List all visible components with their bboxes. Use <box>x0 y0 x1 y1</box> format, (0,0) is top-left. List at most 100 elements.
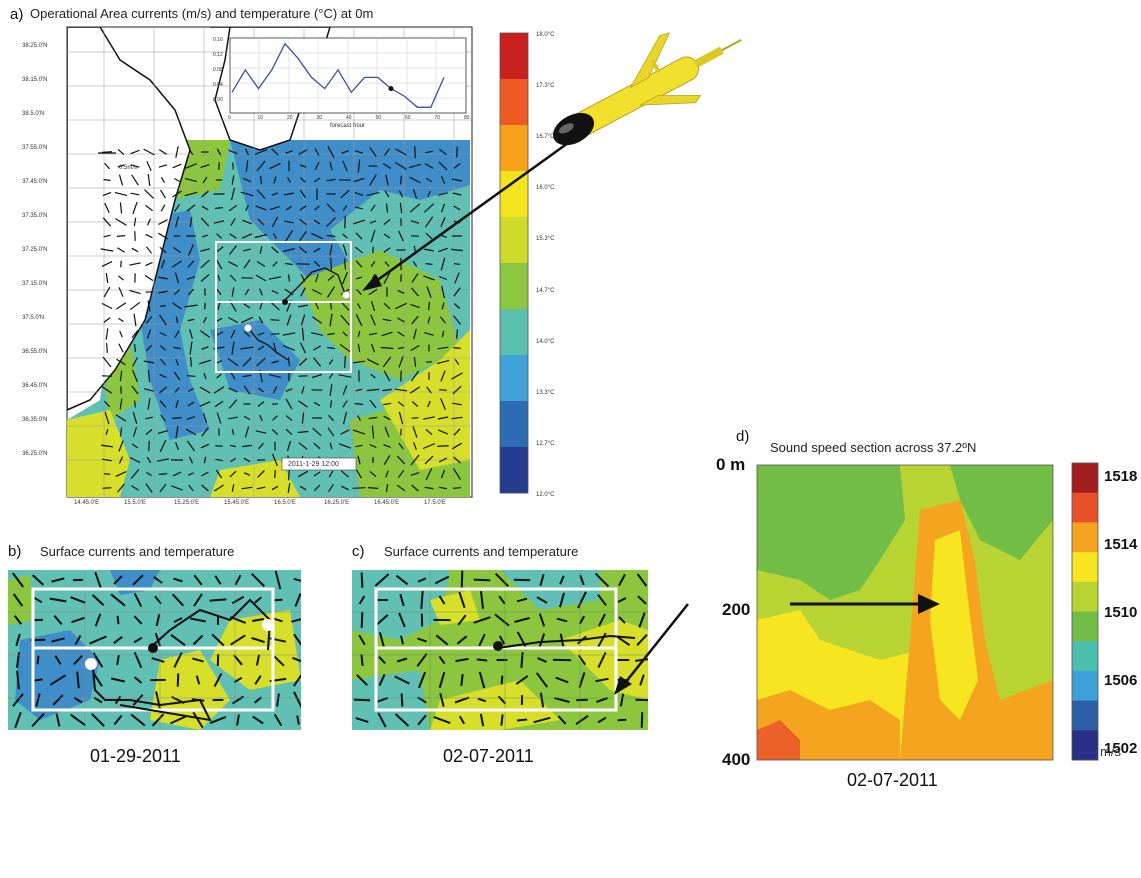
current-vector <box>298 246 308 254</box>
current-vector <box>369 174 377 186</box>
current-vector <box>134 400 136 408</box>
current-vector <box>398 190 404 198</box>
speed-region-green <box>950 465 1053 560</box>
current-vector <box>353 219 365 225</box>
current-vector <box>145 204 153 212</box>
current-vector <box>617 597 627 603</box>
current-vector <box>119 398 123 410</box>
panel-d-section <box>756 464 1054 761</box>
current-vector <box>118 317 124 323</box>
current-vector <box>158 149 168 155</box>
current-vector <box>242 374 252 378</box>
current-vector <box>385 174 389 186</box>
colorbar-swatch <box>1072 522 1098 553</box>
current-vector <box>172 260 182 268</box>
current-vector <box>51 637 65 643</box>
current-vector <box>94 571 102 589</box>
current-vector <box>131 443 139 449</box>
temp-region-blue <box>15 630 100 720</box>
current-vector <box>354 246 364 254</box>
current-vector <box>200 248 210 252</box>
current-vector <box>367 487 379 489</box>
current-vector <box>556 617 568 623</box>
panel-c-map <box>352 570 648 730</box>
current-vector <box>173 246 181 254</box>
current-vector <box>357 455 361 465</box>
current-vector <box>292 656 301 663</box>
current-vector <box>384 148 390 156</box>
current-vector <box>227 357 239 367</box>
current-vector <box>339 179 351 181</box>
current-vector <box>369 470 377 478</box>
current-vector <box>243 303 251 309</box>
current-vector <box>342 271 348 285</box>
current-vector <box>434 575 450 585</box>
cbarALabels-item: 14.7°C <box>536 287 555 294</box>
current-vector <box>190 357 192 367</box>
current-vector <box>455 657 469 663</box>
current-vector <box>538 633 546 647</box>
current-vector <box>438 671 446 689</box>
current-vector <box>130 164 140 168</box>
inset-plot <box>229 37 467 114</box>
current-vector <box>412 261 418 267</box>
current-vector <box>36 655 40 665</box>
current-vector <box>185 163 197 169</box>
current-vector <box>383 302 391 310</box>
temp-region-blue <box>230 140 470 300</box>
current-vector <box>354 150 364 154</box>
current-vector <box>460 570 464 590</box>
colorbar-swatch <box>500 447 528 494</box>
current-vector <box>328 373 334 379</box>
current-vector <box>202 316 208 324</box>
current-vector <box>411 401 419 407</box>
current-vector <box>243 330 251 338</box>
current-vector <box>53 615 63 625</box>
current-vector <box>254 675 262 685</box>
current-vector <box>254 149 268 155</box>
current-vector <box>155 613 161 627</box>
current-vector <box>103 400 111 408</box>
current-vector <box>131 385 139 395</box>
current-vector <box>173 577 183 583</box>
current-vector <box>130 192 140 196</box>
lonLabels-item: 16.25.0'E <box>324 500 350 506</box>
current-vector <box>147 329 151 339</box>
current-vector <box>272 261 278 267</box>
current-vector <box>241 316 253 324</box>
current-vector <box>159 314 167 326</box>
current-vector <box>328 414 334 422</box>
current-vector <box>326 234 336 238</box>
current-vector <box>300 287 306 297</box>
arrowhead <box>918 594 940 614</box>
current-vector <box>52 694 64 706</box>
current-vector <box>355 314 363 326</box>
panel-b-map <box>8 570 301 730</box>
current-vector <box>398 612 406 628</box>
current-vector <box>300 190 306 198</box>
current-vector <box>440 398 446 410</box>
current-vector <box>436 359 450 365</box>
current-vector <box>298 358 308 366</box>
current-vector <box>293 577 301 582</box>
current-vector <box>438 275 448 281</box>
cbarDLabels-item: 1506 <box>1104 672 1138 689</box>
current-vector <box>113 714 123 726</box>
current-vector <box>411 273 419 283</box>
current-vector <box>427 400 431 408</box>
current-vector <box>356 288 362 296</box>
latLabels-item: 38.5.0'N <box>22 111 45 117</box>
current-vector <box>130 149 140 155</box>
current-vector <box>173 617 183 623</box>
current-vector <box>102 487 112 489</box>
current-vector <box>458 591 466 609</box>
current-vector <box>327 427 335 437</box>
current-vector <box>400 635 404 645</box>
current-vector <box>433 715 451 725</box>
current-vector <box>427 316 431 324</box>
current-vector <box>328 470 334 478</box>
current-vector <box>231 287 235 297</box>
current-vector <box>157 276 169 280</box>
lonLabels-item: 16.45.0'E <box>374 500 400 506</box>
current-vector <box>133 636 143 644</box>
